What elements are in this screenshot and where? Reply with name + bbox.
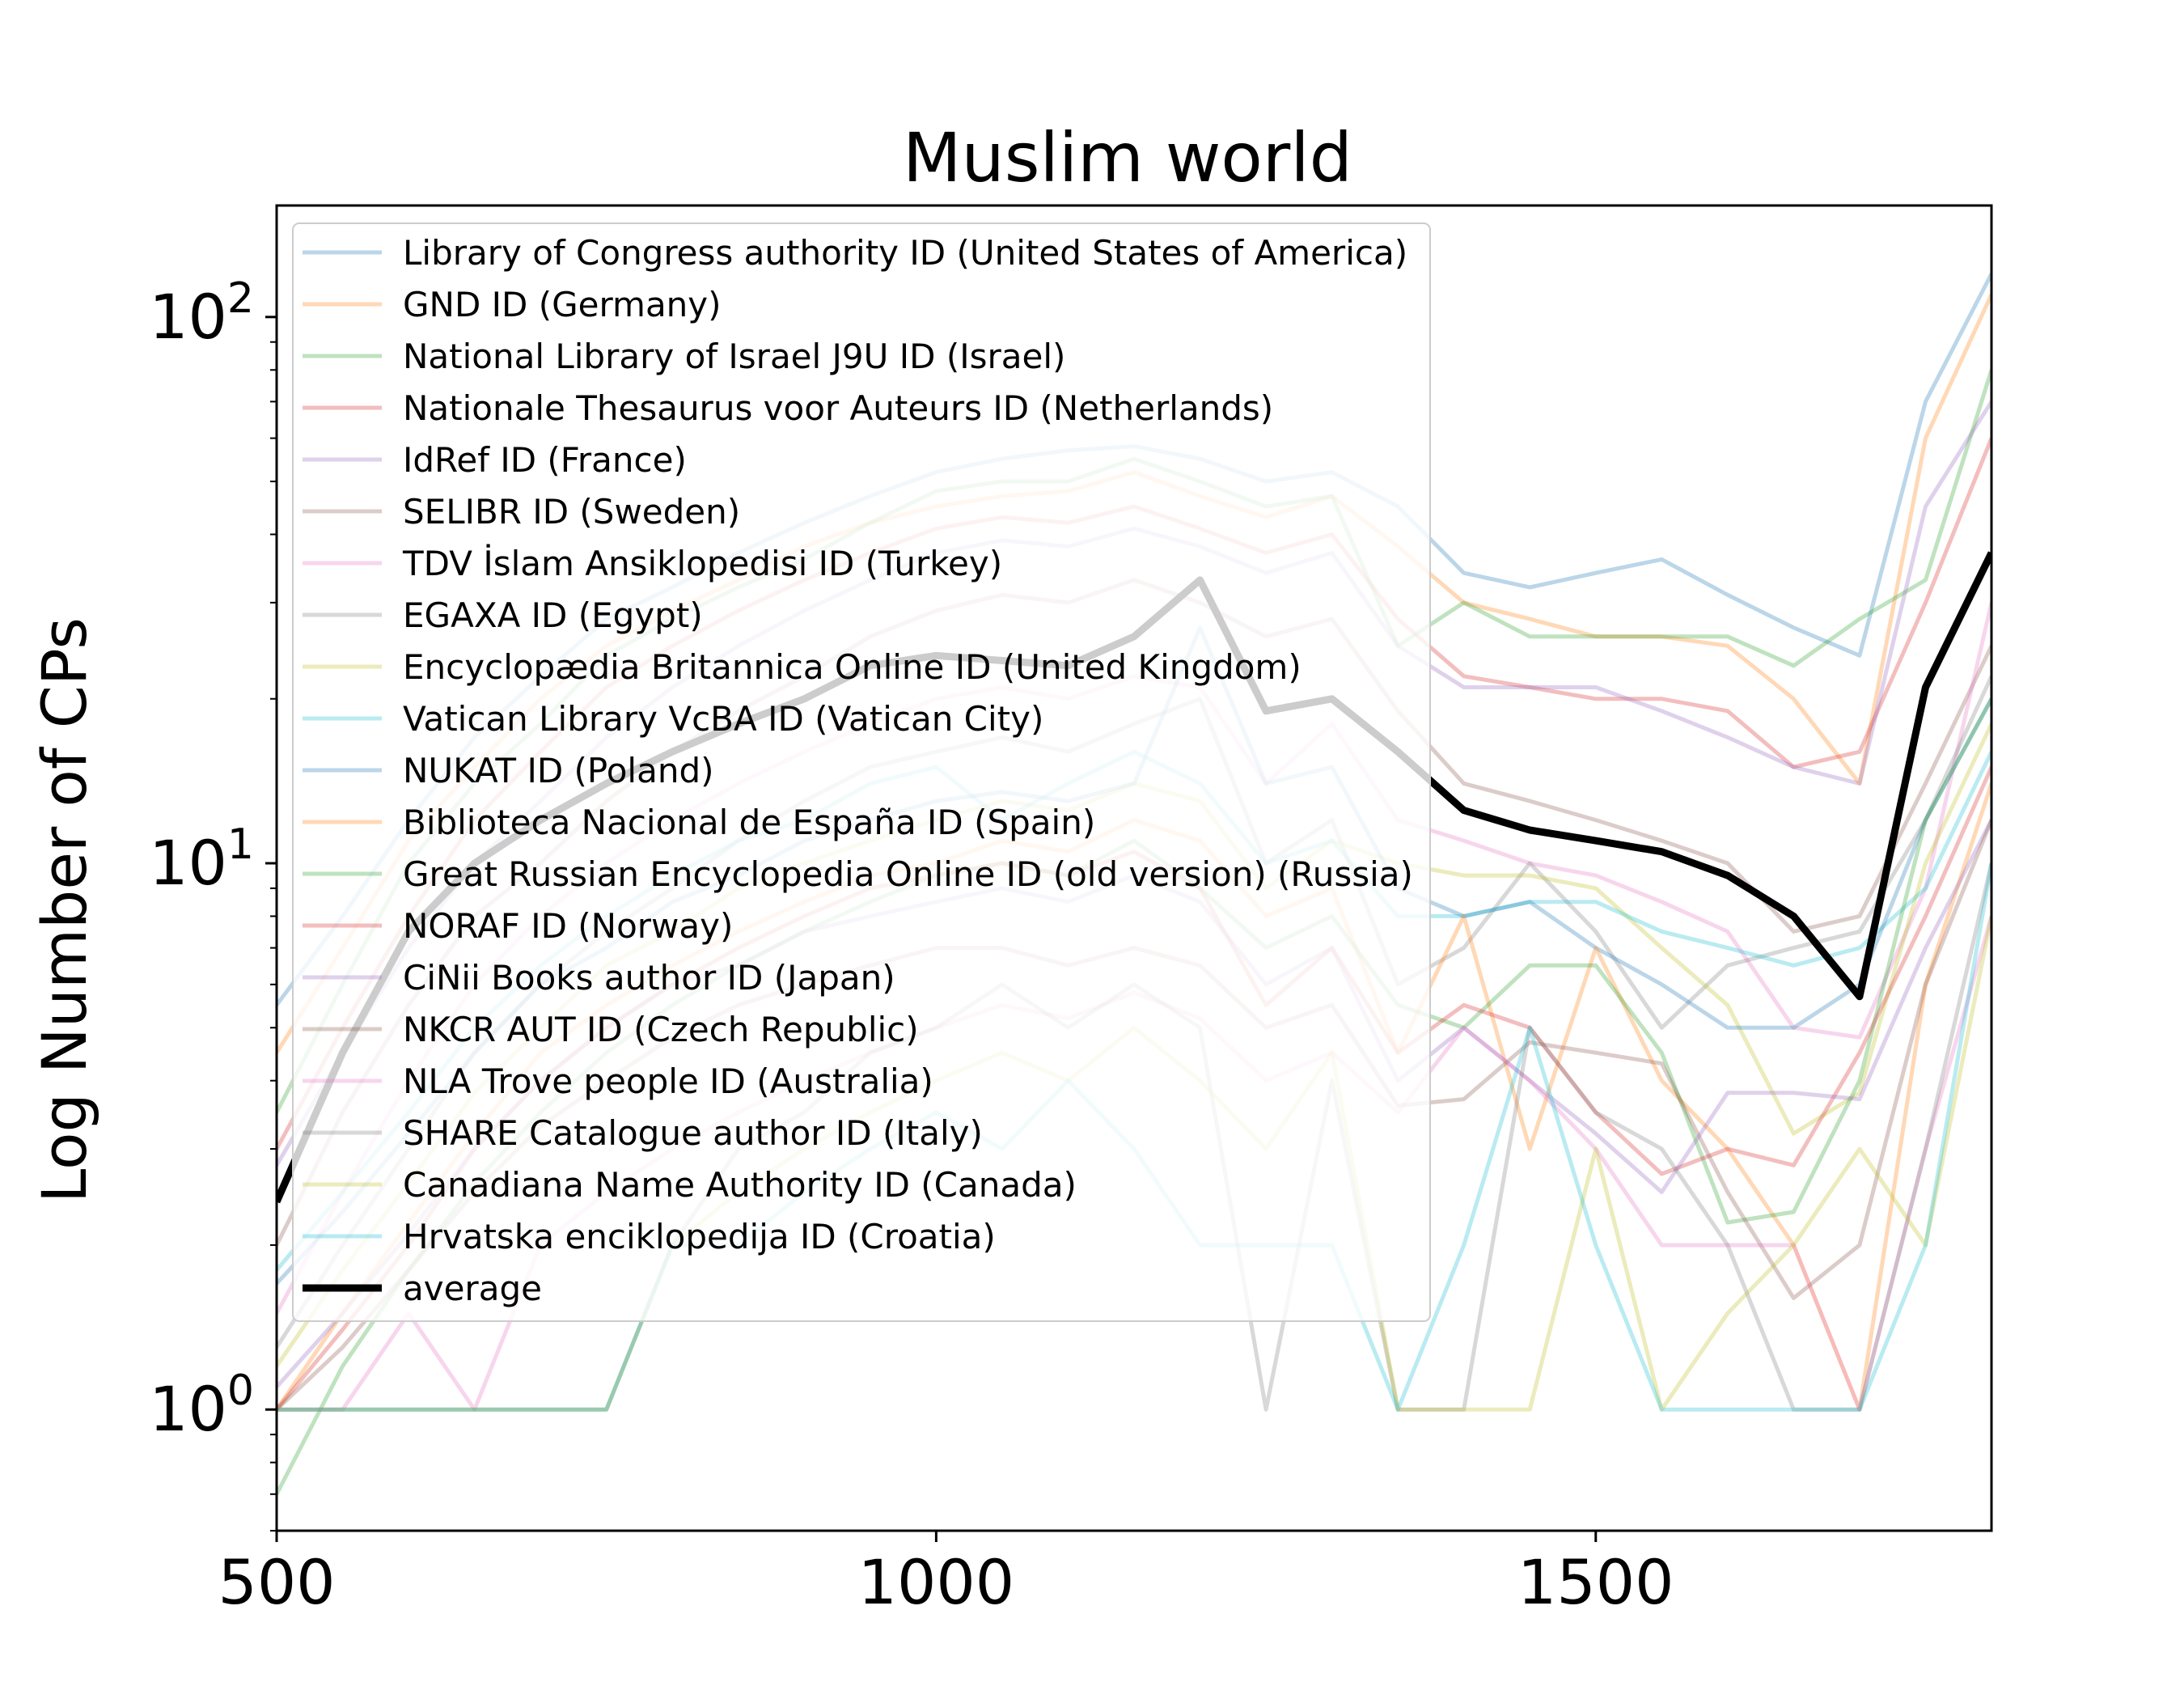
legend-label: National Library of Israel J9U ID (Israe… <box>403 337 1065 376</box>
y-axis-label: Log Number of CPs <box>28 617 100 1203</box>
legend-label: Vatican Library VcBA ID (Vatican City) <box>403 699 1043 739</box>
legend-label: Great Russian Encyclopedia Online ID (ol… <box>403 854 1413 894</box>
legend-label: Encyclopædia Britannica Online ID (Unite… <box>403 647 1302 687</box>
legend-label: IdRef ID (France) <box>403 440 687 480</box>
legend-label: Biblioteca Nacional de España ID (Spain) <box>403 803 1095 842</box>
legend-label: TDV İslam Ansiklopedisi ID (Turkey) <box>402 543 1002 583</box>
legend-label: NUKAT ID (Poland) <box>403 751 714 790</box>
legend-label: average <box>403 1269 542 1308</box>
chart-title: Muslim world <box>903 118 1352 197</box>
x-tick-label: 1500 <box>1517 1546 1674 1618</box>
legend-label: NKCR AUT ID (Czech Republic) <box>403 1010 919 1049</box>
x-tick-label: 1000 <box>858 1546 1014 1618</box>
legend-box <box>292 222 1431 1322</box>
y-tick-label: 101 <box>149 820 254 899</box>
legend-label: NORAF ID (Norway) <box>403 906 733 946</box>
legend: Library of Congress authority ID (United… <box>292 222 1431 1322</box>
axis-ticks: 500 1000 1500 100 101 102 <box>149 274 1674 1618</box>
plot-frame <box>275 204 1993 1532</box>
legend-label: Canadiana Name Authority ID (Canada) <box>403 1165 1077 1205</box>
legend-label: GND ID (Germany) <box>403 285 722 324</box>
x-tick-label: 500 <box>218 1546 335 1618</box>
legend-label: NLA Trove people ID (Australia) <box>403 1061 933 1101</box>
legend-label: EGAXA ID (Egypt) <box>403 595 703 635</box>
legend-label: Hrvatska enciklopedija ID (Croatia) <box>403 1217 996 1256</box>
legend-label: SHARE Catalogue author ID (Italy) <box>403 1113 983 1153</box>
legend-label: Nationale Thesaurus voor Auteurs ID (Net… <box>403 388 1273 428</box>
y-tick-label: 102 <box>149 274 254 353</box>
legend-label: Library of Congress authority ID (United… <box>403 233 1407 273</box>
legend-label: CiNii Books author ID (Japan) <box>403 958 895 998</box>
y-tick-label: 100 <box>149 1366 254 1445</box>
legend-label: SELIBR ID (Sweden) <box>403 492 740 532</box>
